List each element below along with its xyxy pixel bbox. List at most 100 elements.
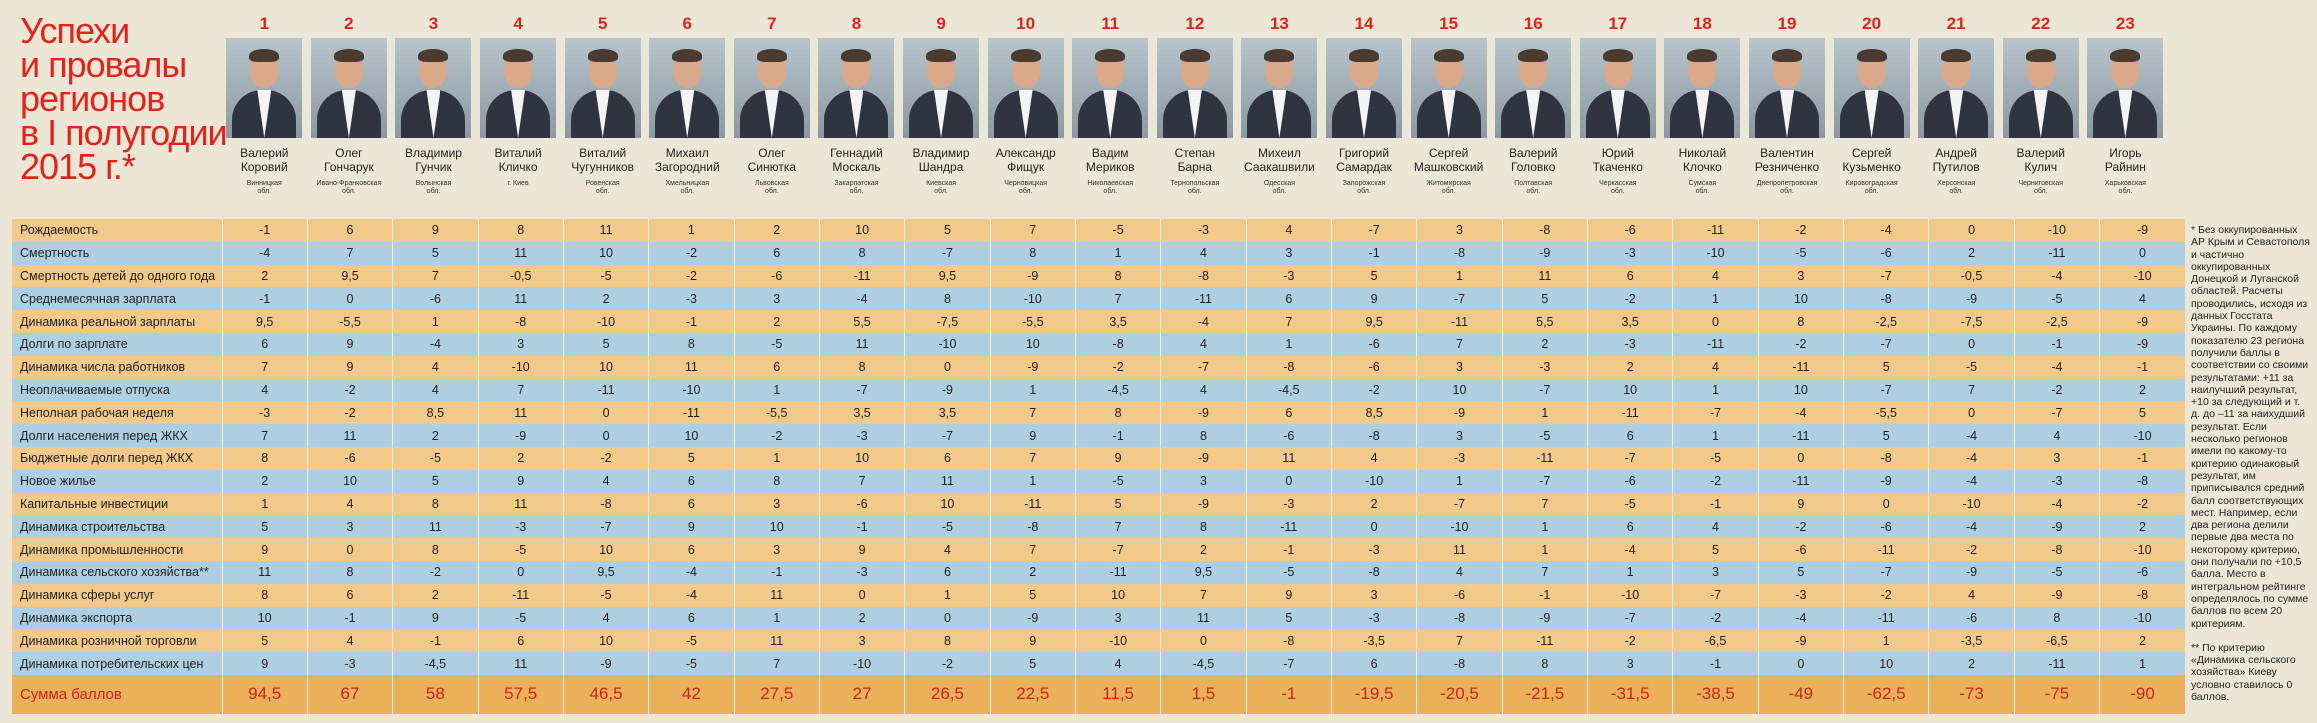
score-cell: 8,5 [1330,401,1417,425]
score-cell: -9 [1416,401,1503,425]
governor-last-name: Головко [1511,160,1556,174]
score-cell: 3 [1416,219,1503,242]
score-cell: -2 [1757,219,1844,242]
region-name: Львовская [754,180,789,187]
score-cell: 1 [648,219,735,242]
score-cell: -10 [648,378,735,402]
region-suffix: обл. [1780,188,1794,195]
criterion-label: Долги по зарплате [12,332,222,356]
score-cell: 4 [1074,652,1161,675]
region-label: Одесская обл. [1237,180,1322,196]
governor-name: Михаил Загородний [645,146,730,174]
score-cell: 10 [562,355,649,379]
score-cell: -11 [1160,287,1247,311]
governor-first-name: Степан [1174,146,1216,160]
score-cell: -5 [477,606,564,630]
score-cell: 7 [989,401,1076,425]
score-cell: -1 [2099,446,2185,470]
region-suffix: обл. [257,188,272,195]
region-suffix: обл. [1949,188,1963,195]
criterion-label: Неполная рабочая неделя [12,401,222,425]
rank-number: 6 [682,14,692,33]
score-cell: 9 [392,606,479,630]
score-cell: 8,5 [392,401,479,425]
score-cell: -8 [1074,332,1161,356]
region-suffix: обл. [765,188,779,195]
footnote-method: * Без оккупированных АР Крым и Севастопо… [2191,224,2310,630]
score-cell: -4,5 [1160,652,1247,675]
title-line: и провалы [20,44,187,85]
score-cell: 1 [733,606,820,630]
score-cell: 2 [221,469,308,493]
score-cell: -5 [1672,446,1759,470]
rank-number: 22 [2031,14,2051,33]
score-cell: -1 [2013,332,2100,356]
score-cell: -11 [477,583,564,607]
governor-first-name: Михаил [665,146,709,160]
score-cell: 8 [221,583,308,607]
governor-column: 1 Валерий Коровий Винницкая обл. [222,0,307,218]
governor-column: 20 Сергей Кузьменко Кировоградская обл. [1829,0,1914,218]
score-cell: 3 [1672,560,1759,584]
score-cell: 7 [1501,560,1588,584]
rank-number: 11 [1101,14,1120,33]
score-cell: -1 [1245,538,1332,561]
score-cell: 7 [1245,310,1332,333]
region-label: Ровенская обл. [560,180,645,196]
score-cell: -4 [1928,515,2015,539]
table-row: Неоплачиваемые отпуска 4 -2 4 7 -11 -10 1 -7 -9 1-… [12,378,2185,402]
score-cell: 10 [904,492,991,516]
score-cell: -1 [648,310,735,333]
total-score-cell: -19,5 [1330,674,1417,714]
score-cell: -8 [1330,560,1417,584]
score-cell: 2 [2099,515,2185,539]
governor-name: Михеил Саакашвили [1237,146,1322,174]
score-cell: -7 [1074,538,1161,561]
score-cell: 1 [1672,424,1759,447]
score-cell: 4 [392,355,479,379]
score-cell: -5 [1074,219,1161,242]
region-name: Житомирская [1426,180,1471,187]
score-cell: -8 [1843,446,1929,470]
score-cell: -10 [1586,583,1673,607]
score-cell: 10 [733,515,820,539]
score-cell: -10 [989,287,1076,311]
region-suffix: обл. [680,188,695,195]
score-cell: 5 [989,652,1076,675]
score-cell: -7 [1501,469,1588,493]
score-cell: -8 [1160,264,1247,288]
region-label: Ивано-Франковская обл. [307,180,392,196]
region-label: Херсонская обл. [1914,180,1999,196]
score-cell: -9 [1928,287,2015,311]
score-cell: -8 [2013,538,2100,561]
score-cell: 9,5 [904,264,991,288]
criterion-label: Динамика реальной зарплаты [12,310,222,333]
score-cell: -6 [1586,219,1673,242]
total-score-cell: 67 [306,674,393,714]
score-cell: 5 [1501,287,1588,311]
score-cell: -2 [1843,583,1929,607]
score-cell: -9 [989,264,1076,288]
score-cell: 9 [221,538,308,561]
rank-number: 10 [1016,14,1036,33]
ratings-table: Рождаемость -1 6 9 8 11 1 2 10 5 7 -5 -3 4 -7 3 -8 -6 -11-… [12,219,2185,714]
score-cell: 8 [1074,401,1161,425]
score-cell: -4 [1928,424,2015,447]
region-suffix: обл. [1272,188,1287,195]
score-cell: -5,5 [306,310,393,333]
score-cell: -4 [1586,538,1673,561]
score-cell: -3 [1330,538,1417,561]
score-cell: -9 [1843,469,1929,493]
score-cell: -3 [1586,241,1673,265]
score-cell: 7 [733,652,820,675]
score-cell: 9,5 [306,264,393,288]
table-row: Динамика розничной торговли 5 4 -1 6 10 -5 11 3 8… [12,629,2185,653]
governor-name: Сергей Машковский [1406,146,1491,174]
person-photo-icon [310,38,387,138]
score-cell: 5 [2099,401,2185,425]
score-cell: -9 [1501,241,1588,265]
score-cell: -5,5 [733,401,820,425]
table-row: Смертность детей до одного года 2 9,5 7 -0,5… [12,264,2185,288]
governor-column: 10 Александр Фищук Черновицкая обл. [983,0,1068,218]
person-photo-icon [1495,38,1572,138]
